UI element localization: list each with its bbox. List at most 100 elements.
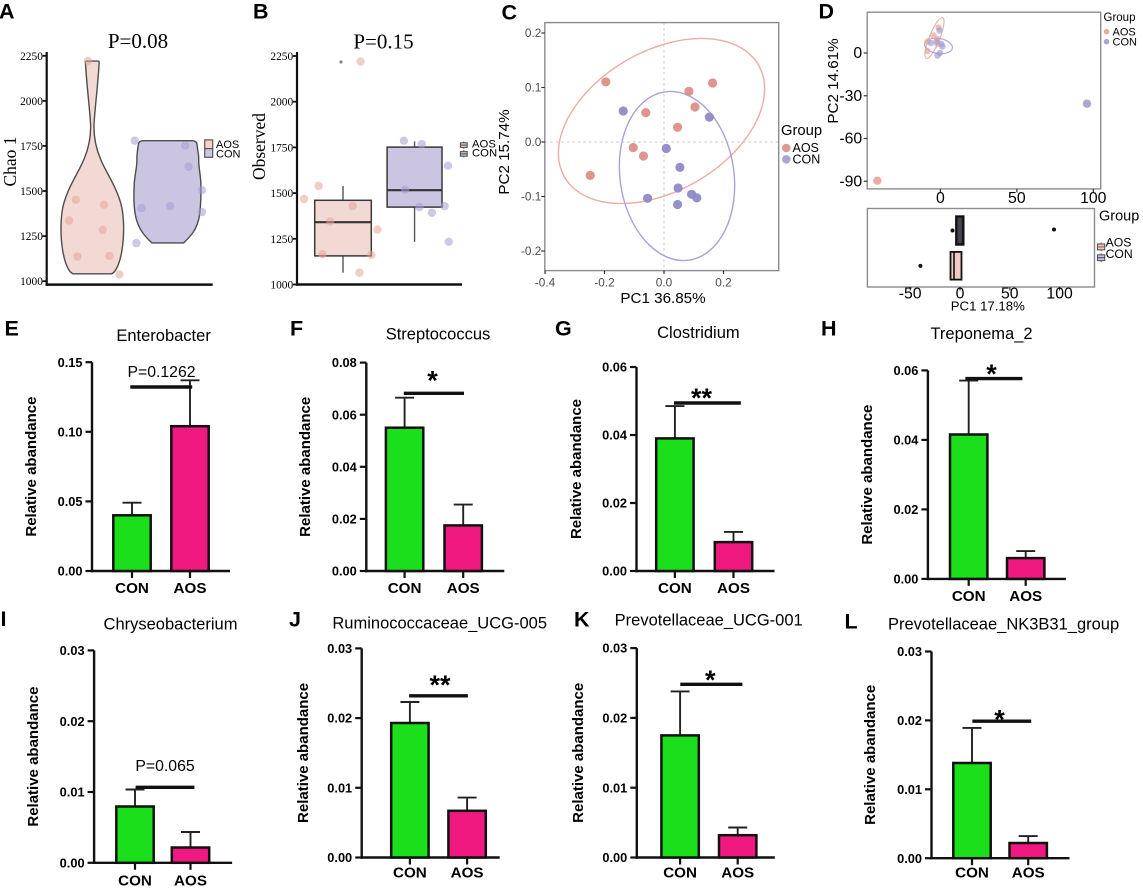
svg-text:AOS: AOS <box>451 865 484 882</box>
svg-text:0.1: 0.1 <box>525 81 541 95</box>
svg-text:CON: CON <box>955 865 989 882</box>
svg-text:P=0.15: P=0.15 <box>353 30 413 54</box>
svg-text:100: 100 <box>1046 286 1073 303</box>
svg-text:Clostridium: Clostridium <box>657 324 740 342</box>
svg-text:AOS: AOS <box>174 580 207 597</box>
svg-text:2000: 2000 <box>270 97 293 109</box>
svg-text:F: F <box>290 317 303 341</box>
svg-text:0.04: 0.04 <box>893 433 919 448</box>
svg-text:0.04: 0.04 <box>602 428 628 443</box>
svg-text:D: D <box>819 0 835 24</box>
svg-text:0.00: 0.00 <box>893 572 918 587</box>
svg-text:Group: Group <box>1099 209 1139 225</box>
svg-text:Relative abandance: Relative abandance <box>23 397 40 537</box>
svg-text:CON: CON <box>1113 37 1138 49</box>
svg-text:*: * <box>705 665 716 695</box>
svg-text:AOS: AOS <box>216 139 239 151</box>
svg-text:0.00: 0.00 <box>332 564 357 579</box>
svg-text:0.01: 0.01 <box>60 785 85 800</box>
svg-text:Relative abandance: Relative abandance <box>297 397 314 537</box>
svg-text:CON: CON <box>472 147 497 159</box>
svg-text:0.06: 0.06 <box>602 360 627 375</box>
svg-text:0.01: 0.01 <box>602 780 627 795</box>
svg-text:CON: CON <box>1106 247 1133 261</box>
svg-text:0.15: 0.15 <box>58 355 83 370</box>
svg-text:*: * <box>427 366 438 396</box>
svg-text:0.02: 0.02 <box>897 713 922 728</box>
svg-text:Relative abandance: Relative abandance <box>295 683 312 823</box>
svg-text:50: 50 <box>1008 190 1026 207</box>
svg-text:AOS: AOS <box>1106 236 1132 250</box>
svg-text:0.00: 0.00 <box>602 564 627 579</box>
svg-text:1000: 1000 <box>20 276 43 288</box>
svg-text:0.02: 0.02 <box>602 496 627 511</box>
svg-text:0.00: 0.00 <box>327 850 352 865</box>
svg-text:1750: 1750 <box>270 142 293 154</box>
svg-text:0.01: 0.01 <box>897 782 922 797</box>
svg-text:*: * <box>994 705 1005 735</box>
svg-text:0.03: 0.03 <box>602 641 627 656</box>
svg-text:Streptococcus: Streptococcus <box>386 326 491 344</box>
svg-text:0.0: 0.0 <box>656 276 673 290</box>
svg-text:2250: 2250 <box>270 51 293 63</box>
svg-text:0.01: 0.01 <box>327 780 352 795</box>
svg-text:100: 100 <box>1080 190 1107 207</box>
svg-text:CON: CON <box>393 865 427 882</box>
svg-text:P=0.065: P=0.065 <box>135 758 195 775</box>
svg-text:-0.1: -0.1 <box>521 190 541 204</box>
svg-text:Relative abandance: Relative abandance <box>862 685 879 825</box>
svg-text:AOS: AOS <box>793 141 819 155</box>
svg-text:CON: CON <box>118 873 152 890</box>
svg-text:1750: 1750 <box>20 141 43 153</box>
svg-text:CON: CON <box>663 865 697 882</box>
svg-text:2250: 2250 <box>20 51 43 63</box>
svg-text:AOS: AOS <box>1009 588 1042 605</box>
svg-text:0.00: 0.00 <box>897 851 922 866</box>
svg-text:Chryseobacterium: Chryseobacterium <box>104 616 238 634</box>
svg-text:I: I <box>1 607 7 631</box>
svg-text:Treponema_2: Treponema_2 <box>930 325 1032 343</box>
svg-text:CON: CON <box>115 580 149 597</box>
svg-text:0: 0 <box>936 190 945 207</box>
svg-text:0: 0 <box>956 286 965 303</box>
svg-text:-0.2: -0.2 <box>594 276 614 290</box>
svg-text:1500: 1500 <box>270 188 293 200</box>
svg-text:0: 0 <box>853 45 862 62</box>
svg-text:CON: CON <box>216 149 241 161</box>
svg-text:0.10: 0.10 <box>58 424 83 439</box>
svg-text:50: 50 <box>1001 286 1019 303</box>
svg-text:0.02: 0.02 <box>332 512 357 527</box>
svg-text:-90: -90 <box>839 173 862 190</box>
svg-text:C: C <box>502 1 518 25</box>
svg-text:Prevotellaceae_NK3B31_group: Prevotellaceae_NK3B31_group <box>888 616 1119 634</box>
svg-text:**: ** <box>691 383 713 413</box>
svg-text:Group: Group <box>781 123 822 139</box>
svg-text:0.00: 0.00 <box>602 850 627 865</box>
svg-text:B: B <box>253 0 269 24</box>
svg-text:-30: -30 <box>839 88 862 105</box>
svg-text:0.03: 0.03 <box>897 644 922 659</box>
svg-text:Relative abandance: Relative abandance <box>859 405 876 545</box>
svg-text:Relative abandance: Relative abandance <box>570 683 587 823</box>
svg-text:AOS: AOS <box>1113 27 1136 39</box>
svg-text:-0.4: -0.4 <box>535 276 556 290</box>
svg-text:0.00: 0.00 <box>60 855 85 870</box>
svg-text:1250: 1250 <box>270 234 293 246</box>
svg-text:0.06: 0.06 <box>332 407 357 422</box>
svg-text:-50: -50 <box>899 286 922 303</box>
svg-text:CON: CON <box>952 588 986 605</box>
svg-text:2000: 2000 <box>20 96 43 108</box>
svg-text:0.04: 0.04 <box>332 459 358 474</box>
svg-text:0.05: 0.05 <box>58 494 83 509</box>
svg-text:-60: -60 <box>839 131 862 148</box>
svg-text:Relative abandance: Relative abandance <box>568 399 585 539</box>
svg-text:0.06: 0.06 <box>893 363 918 378</box>
svg-text:PC1 36.85%: PC1 36.85% <box>620 290 705 307</box>
svg-text:Relative abandance: Relative abandance <box>25 687 42 827</box>
svg-text:**: ** <box>429 670 451 700</box>
svg-text:Ruminococcaceae_UCG-005: Ruminococcaceae_UCG-005 <box>332 615 547 633</box>
svg-text:0.02: 0.02 <box>60 714 85 729</box>
svg-text:Prevotellaceae_UCG-001: Prevotellaceae_UCG-001 <box>615 612 803 630</box>
svg-text:0.03: 0.03 <box>60 643 85 658</box>
svg-text:-0.2: -0.2 <box>521 244 541 258</box>
